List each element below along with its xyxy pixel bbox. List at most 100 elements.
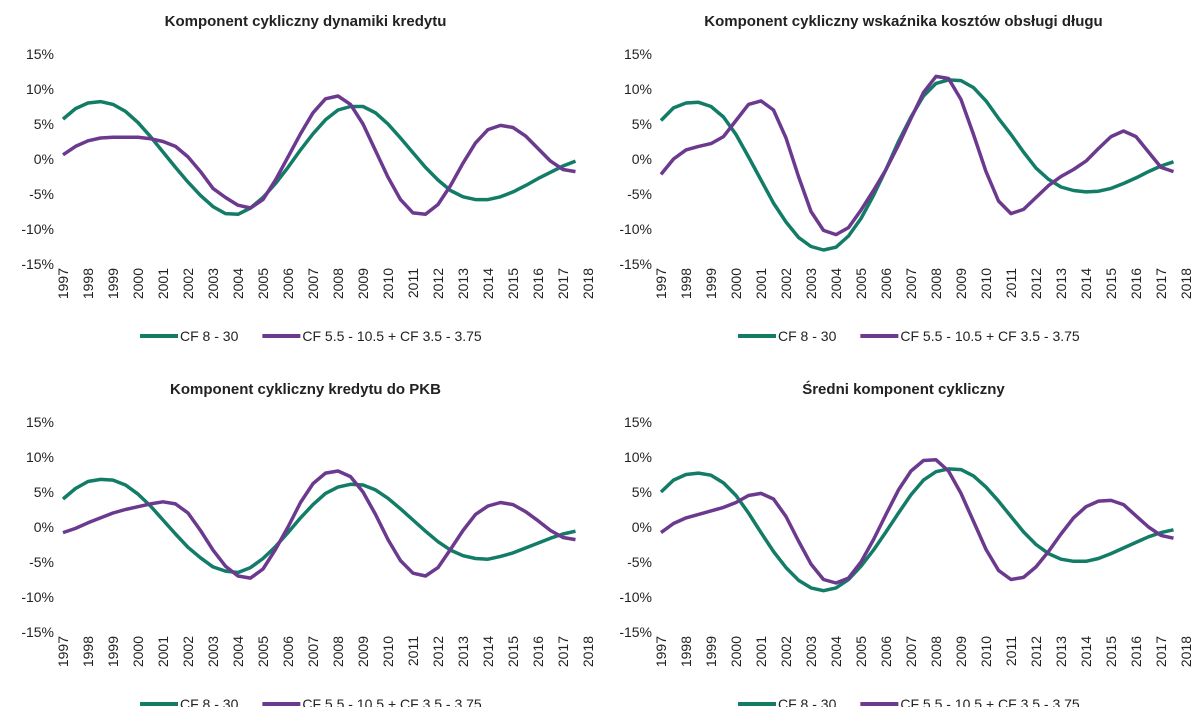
x-tick-label: 1998 <box>678 268 694 299</box>
legend-label: CF 8 - 30 <box>778 328 837 344</box>
x-tick-label: 2004 <box>230 636 246 667</box>
y-tick-label: 5% <box>34 116 54 132</box>
y-tick-label: 15% <box>624 414 652 430</box>
x-tick-label: 2001 <box>155 636 171 667</box>
x-tick-label: 2013 <box>1053 268 1069 299</box>
x-tick-label: 2003 <box>205 636 221 667</box>
legend: CF 8 - 30 CF 5.5 - 10.5 + CF 3.5 - 3.75 <box>140 696 482 712</box>
y-tick-label: -5% <box>627 186 652 202</box>
y-tick-label: 0% <box>632 519 652 535</box>
y-tick-label: 10% <box>624 81 652 97</box>
x-tick-label: 2008 <box>928 268 944 299</box>
x-tick-label: 2005 <box>255 268 271 299</box>
y-tick-label: -15% <box>21 624 54 640</box>
x-tick-label: 2007 <box>903 636 919 667</box>
x-tick-label: 2003 <box>205 268 221 299</box>
legend: CF 8 - 30 CF 5.5 - 10.5 + CF 3.5 - 3.75 <box>738 328 1080 344</box>
y-tick-label: 15% <box>624 46 652 62</box>
legend: CF 8 - 30 CF 5.5 - 10.5 + CF 3.5 - 3.75 <box>140 328 482 344</box>
series-line <box>62 94 576 217</box>
legend-label: CF 5.5 - 10.5 + CF 3.5 - 3.75 <box>900 328 1080 344</box>
x-tick-label: 2000 <box>130 268 146 299</box>
chart-panel: Komponent cykliczny wskaźnika kosztów ob… <box>619 13 1194 344</box>
chart-title: Średni komponent cykliczny <box>802 380 1005 398</box>
x-tick-label: 2015 <box>505 636 521 667</box>
x-tick-label: 2010 <box>380 636 396 667</box>
x-tick-label: 1999 <box>105 636 121 667</box>
series-line <box>61 477 576 575</box>
y-tick-label: 5% <box>34 484 54 500</box>
y-tick-label: -5% <box>29 554 54 570</box>
x-tick-label: 2016 <box>1128 636 1144 667</box>
y-tick-label: -15% <box>619 624 652 640</box>
y-tick-label: -10% <box>21 221 54 237</box>
x-tick-label: 2009 <box>953 268 969 299</box>
x-tick-label: 2004 <box>828 636 844 667</box>
x-tick-label: 2011 <box>405 636 421 666</box>
x-tick-label: 2007 <box>305 636 321 667</box>
chart-panel: Średni komponent cykliczny -15% -10% -5% 0% 5… <box>619 380 1194 712</box>
y-tick-label: -10% <box>619 221 652 237</box>
y-tick-label: 0% <box>632 151 652 167</box>
x-tick-label: 2002 <box>778 268 794 299</box>
x-tick-label: 2012 <box>430 268 446 299</box>
x-tick-label: 2001 <box>753 268 769 299</box>
x-tick-label: 2014 <box>1078 268 1094 299</box>
chart-title: Komponent cykliczny kredytu do PKB <box>170 381 441 398</box>
x-tick-label: 2005 <box>255 636 271 667</box>
x-tick-label: 2010 <box>978 268 994 299</box>
x-tick-label: 2002 <box>180 636 196 667</box>
x-tick-label: 2012 <box>1028 268 1044 299</box>
y-tick-label: 10% <box>26 449 54 465</box>
x-tick-label: 2004 <box>828 268 844 299</box>
series-line <box>61 99 577 217</box>
x-tick-label: 2004 <box>230 268 246 299</box>
x-tick-label: 2012 <box>430 636 446 667</box>
y-tick-label: 5% <box>632 116 652 132</box>
x-tick-label: 1998 <box>80 268 96 299</box>
x-tick-label: 1999 <box>105 268 121 299</box>
x-tick-label: 2008 <box>928 636 944 667</box>
y-tick-label: 15% <box>26 414 54 430</box>
legend-label: CF 5.5 - 10.5 + CF 3.5 - 3.75 <box>302 328 482 344</box>
x-tick-label: 2015 <box>1103 268 1119 299</box>
x-tick-label: 2005 <box>853 636 869 667</box>
x-tick-label: 2006 <box>280 636 296 667</box>
x-tick-label: 2008 <box>330 268 346 299</box>
x-tick-label: 1999 <box>703 636 719 667</box>
x-tick-label: 2002 <box>180 268 196 299</box>
x-tick-label: 2013 <box>455 268 471 299</box>
x-tick-label: 2005 <box>853 268 869 299</box>
series-line <box>659 458 1174 585</box>
chart-title: Komponent cykliczny wskaźnika kosztów ob… <box>704 13 1102 30</box>
x-tick-label: 2017 <box>555 268 571 299</box>
x-tick-label: 2011 <box>405 268 421 298</box>
x-tick-label: 1998 <box>80 636 96 667</box>
x-tick-label: 2017 <box>1153 636 1169 667</box>
y-tick-label: -15% <box>21 256 54 272</box>
x-tick-label: 2007 <box>305 268 321 299</box>
x-tick-label: 2002 <box>778 636 794 667</box>
x-tick-label: 2014 <box>1078 636 1094 667</box>
legend-label: CF 5.5 - 10.5 + CF 3.5 - 3.75 <box>302 696 482 707</box>
x-tick-label: 1997 <box>55 636 71 667</box>
legend-label: CF 8 - 30 <box>778 696 837 707</box>
x-tick-label: 2017 <box>1153 268 1169 299</box>
x-tick-label: 2014 <box>480 636 496 667</box>
x-tick-label: 2006 <box>280 268 296 299</box>
y-tick-label: 15% <box>26 46 54 62</box>
legend-label: CF 8 - 30 <box>180 696 239 707</box>
x-tick-label: 2000 <box>728 636 744 667</box>
y-tick-label: 10% <box>624 449 652 465</box>
x-tick-label: 2014 <box>480 268 496 299</box>
series-line <box>659 467 1174 593</box>
y-tick-label: 5% <box>632 484 652 500</box>
x-tick-label: 2018 <box>580 268 596 299</box>
y-tick-label: -15% <box>619 256 652 272</box>
x-tick-label: 2007 <box>903 268 919 299</box>
x-tick-label: 2018 <box>1178 636 1194 667</box>
x-tick-label: 2000 <box>130 636 146 667</box>
x-tick-label: 2015 <box>505 268 521 299</box>
legend-label: CF 5.5 - 10.5 + CF 3.5 - 3.75 <box>900 696 1080 707</box>
